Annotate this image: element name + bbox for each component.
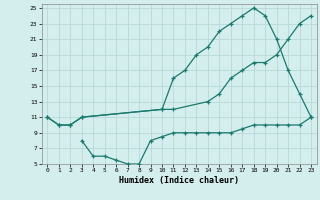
X-axis label: Humidex (Indice chaleur): Humidex (Indice chaleur) xyxy=(119,176,239,185)
